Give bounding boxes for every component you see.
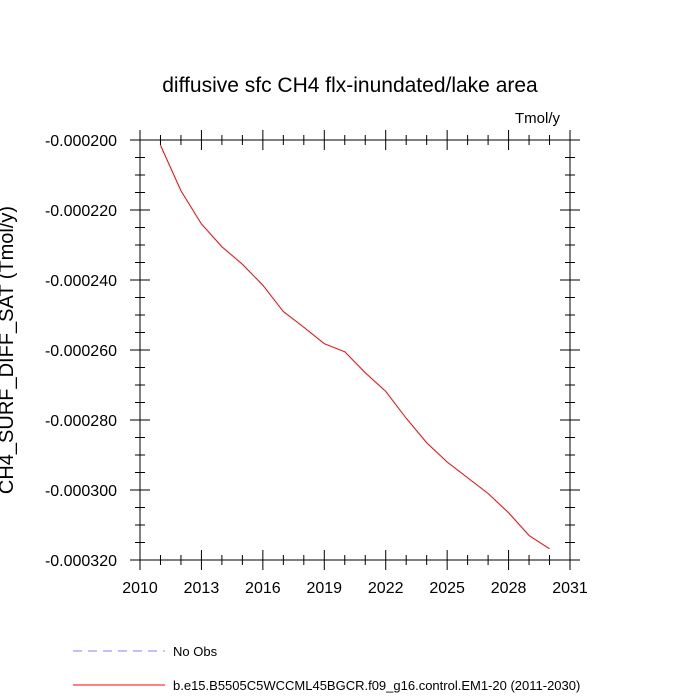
x-tick-label: 2019 — [306, 580, 342, 597]
y-tick-label: -0.000300 — [45, 483, 117, 500]
legend-label-1: b.e15.B5505C5WCCML45BGCR.f09_g16.control… — [173, 678, 580, 693]
x-tick-label: 2010 — [122, 580, 158, 597]
y-tick-label: -0.000260 — [45, 343, 117, 360]
y-tick-label: -0.000200 — [45, 133, 117, 150]
plot-frame — [139, 139, 571, 561]
y-tick-label: -0.000320 — [45, 553, 117, 570]
axis-ticks — [130, 130, 580, 570]
legend: No Obs b.e15.B5505C5WCCML45BGCR.f09_g16.c… — [73, 644, 580, 693]
x-tick-label: 2022 — [368, 580, 404, 597]
y-tick-label: -0.000240 — [45, 273, 117, 290]
x-tick-label: 2016 — [245, 580, 281, 597]
y-tick-label: -0.000280 — [45, 413, 117, 430]
legend-label-0: No Obs — [173, 644, 218, 659]
y-axis-label: CH4_SURF_DIFF_SAT (Tmol/y) — [0, 206, 18, 494]
x-tick-label: 2025 — [429, 580, 465, 597]
x-tick-label: 2013 — [184, 580, 220, 597]
chart-title: diffusive sfc CH4 flx-inundated/lake are… — [162, 74, 538, 97]
y-tick-label: -0.000220 — [45, 203, 117, 220]
x-tick-label: 2028 — [491, 580, 527, 597]
tick-labels: 2010 2013 2016 2019 2022 2025 2028 2031 -0.00020… — [45, 133, 588, 597]
units-label: Tmol/y — [515, 110, 561, 127]
series-line-1 — [160, 145, 550, 550]
series-lines — [160, 145, 550, 550]
x-tick-label: 2031 — [552, 580, 588, 597]
